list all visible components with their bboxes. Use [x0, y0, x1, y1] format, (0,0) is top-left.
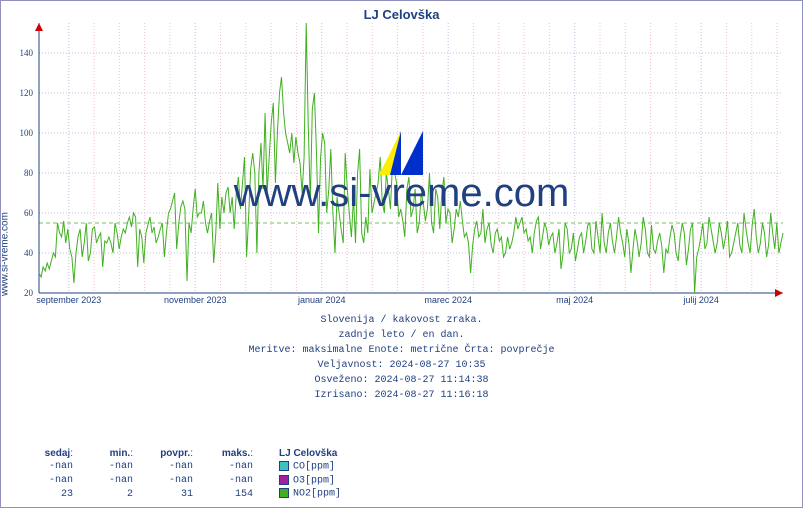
legend-label: CO[ppm] — [293, 462, 335, 473]
legend-value: -nan — [143, 460, 203, 474]
legend-value: -nan — [23, 474, 83, 488]
x-tick-label: julij 2024 — [683, 295, 719, 305]
legend-swatch — [279, 461, 289, 471]
chart-frame: www.si-vreme.com LJ Celovška 20406080100… — [0, 0, 803, 508]
svg-text:40: 40 — [24, 248, 34, 258]
legend-value: -nan — [83, 474, 143, 488]
meta-line: Meritve: maksimalne Enote: metrične Črta… — [1, 343, 802, 358]
legend-label: O3[ppm] — [293, 475, 335, 486]
meta-line: Osveženo: 2024-08-27 11:14:38 — [1, 373, 802, 388]
svg-text:140: 140 — [20, 48, 34, 58]
meta-line: Veljavnost: 2024-08-27 10:35 — [1, 358, 802, 373]
legend-value: 2 — [83, 487, 143, 501]
legend-value: 154 — [203, 487, 263, 501]
svg-text:20: 20 — [24, 288, 34, 298]
chart-metadata: Slovenija / kakovost zraka.zadnje leto /… — [1, 313, 802, 403]
x-tick-label: marec 2024 — [424, 295, 472, 305]
legend-value: 23 — [23, 487, 83, 501]
legend-value: -nan — [203, 460, 263, 474]
legend-table: sedaj:min.:povpr.:maks.:LJ Celovška-nan-… — [1, 447, 802, 501]
legend-series: CO[ppm] — [263, 460, 342, 474]
plot-area: 20406080100120140 — [39, 23, 783, 293]
legend-header: sedaj: — [23, 447, 83, 460]
legend-value: -nan — [143, 474, 203, 488]
legend-value: -nan — [23, 460, 83, 474]
x-tick-label: januar 2024 — [298, 295, 346, 305]
svg-text:60: 60 — [24, 208, 34, 218]
meta-line: Slovenija / kakovost zraka. — [1, 313, 802, 328]
x-tick-label: september 2023 — [36, 295, 101, 305]
meta-line: zadnje leto / en dan. — [1, 328, 802, 343]
x-tick-label: november 2023 — [164, 295, 227, 305]
x-axis-labels: september 2023 november 2023 januar 2024 ma… — [39, 295, 783, 311]
legend-title: LJ Celovška — [263, 447, 342, 460]
legend-swatch — [279, 475, 289, 485]
legend-label: NO2[ppm] — [293, 489, 341, 500]
legend-value: 31 — [143, 487, 203, 501]
legend-series: O3[ppm] — [263, 474, 342, 488]
legend-value: -nan — [83, 460, 143, 474]
chart-title: LJ Celovška — [1, 1, 802, 22]
legend-swatch — [279, 488, 289, 498]
legend-header: maks.: — [203, 447, 263, 460]
legend-series: NO2[ppm] — [263, 487, 342, 501]
y-axis-link[interactable]: www.si-vreme.com — [0, 212, 11, 296]
svg-text:120: 120 — [20, 88, 34, 98]
legend-value: -nan — [203, 474, 263, 488]
svg-text:100: 100 — [20, 128, 34, 138]
svg-text:80: 80 — [24, 168, 34, 178]
legend-header: povpr.: — [143, 447, 203, 460]
x-tick-label: maj 2024 — [556, 295, 593, 305]
legend-header: min.: — [83, 447, 143, 460]
meta-line: Izrisano: 2024-08-27 11:16:18 — [1, 388, 802, 403]
